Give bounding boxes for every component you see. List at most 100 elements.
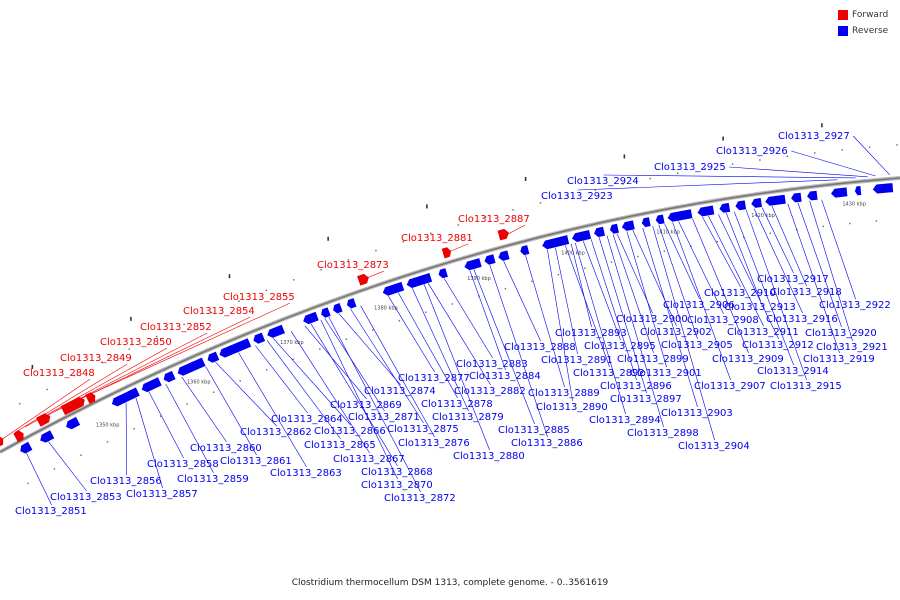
- tick-dot: [292, 358, 294, 360]
- leader-line: [612, 234, 654, 354]
- gene-label: Clo1313_2880: [453, 451, 525, 462]
- gene-label: Clo1313_2921: [816, 342, 888, 353]
- tick-dot: [106, 441, 109, 443]
- leader-line: [469, 270, 506, 371]
- tick-dot: [46, 388, 48, 391]
- leader-line: [692, 218, 749, 354]
- tick-dot: [512, 209, 514, 211]
- forward-gene-arrow: [357, 273, 369, 286]
- tick-dot: [73, 374, 76, 377]
- legend-reverse: Reverse: [838, 26, 888, 40]
- tick-dot: [663, 250, 666, 252]
- gene-label: Clo1313_2867: [333, 454, 405, 465]
- gene-label: Clo1313_2897: [610, 394, 682, 405]
- gene-label: Clo1313_2871: [348, 412, 420, 423]
- leader-line: [708, 215, 764, 327]
- gene-label: Clo1313_2886: [511, 438, 583, 449]
- leader-line: [205, 366, 257, 456]
- leader-line: [632, 229, 677, 327]
- reverse-gene-arrow: [406, 273, 433, 288]
- tick-dot: [375, 249, 377, 252]
- tick-dot: [731, 163, 734, 165]
- reverse-gene-arrow: [697, 205, 715, 217]
- gene-label: Clo1313_2892: [573, 368, 645, 379]
- leader-line: [642, 228, 698, 408]
- kbp-tick-label: 1370 kbp: [280, 340, 304, 346]
- leader-line: [603, 174, 856, 179]
- gene-label: Clo1313_2891: [541, 355, 613, 366]
- major-tick: [524, 177, 527, 182]
- leader-line: [678, 221, 724, 315]
- leader-line: [73, 302, 291, 403]
- tick-dot: [128, 348, 131, 350]
- reverse-gene-arrow: [333, 303, 343, 314]
- leader-line: [350, 308, 424, 424]
- tick-dot: [133, 428, 135, 430]
- gene-label: Clo1313_2924: [567, 176, 639, 187]
- kbp-tick-label: 1430 kbp: [842, 201, 866, 207]
- tick-dot: [567, 195, 569, 197]
- gene-label: Clo1313_2848: [23, 368, 95, 379]
- reverse-gene-arrow: [667, 209, 693, 222]
- gene-label: Clo1313_2864: [271, 414, 343, 425]
- tick-dot: [210, 311, 213, 314]
- leader-line: [388, 296, 435, 373]
- tick-dot: [649, 177, 651, 180]
- reverse-gene-arrow: [655, 214, 665, 225]
- leader-line: [570, 243, 592, 328]
- gene-label: Clo1313_2888: [504, 342, 576, 353]
- gene-label: Clo1313_2914: [757, 366, 829, 377]
- gene-label: Clo1313_2901: [630, 368, 702, 379]
- kbp-tick-label: 1380 kbp: [374, 305, 398, 311]
- leader-line: [48, 441, 87, 492]
- tick-dot: [786, 155, 789, 158]
- leader-line: [148, 391, 184, 459]
- gene-label: Clo1313_2868: [361, 467, 433, 478]
- reverse-gene-arrow: [219, 338, 252, 358]
- gene-label: Clo1313_2926: [716, 146, 788, 157]
- gene-label: Clo1313_2889: [528, 388, 600, 399]
- gene-label: Clo1313_2865: [304, 440, 376, 451]
- gene-label: Clo1313_2894: [589, 415, 661, 426]
- gene-label: Clo1313_2915: [770, 381, 842, 392]
- major-tick: [130, 316, 132, 321]
- leader-line: [125, 402, 127, 476]
- genome-backbone: [0, 176, 900, 454]
- tick-dot: [101, 361, 103, 363]
- tick-dot: [716, 240, 719, 243]
- leader-line: [360, 305, 435, 438]
- forward-gene-arrow: [441, 247, 452, 259]
- tick-dot: [504, 287, 507, 290]
- gene-label: Clo1313_2863: [270, 468, 342, 479]
- tick-dot: [822, 225, 825, 228]
- gene-label: Clo1313_2884: [469, 371, 541, 382]
- gene-label: Clo1313_2912: [742, 340, 814, 351]
- leader-line: [606, 235, 664, 428]
- forward-gene-arrow: [13, 430, 24, 443]
- tick-dot: [539, 202, 542, 204]
- tick-dot: [769, 232, 772, 235]
- leader-line: [165, 383, 214, 474]
- leader-line: [565, 245, 610, 368]
- tick-dot: [320, 268, 322, 271]
- tick-dot: [704, 167, 706, 170]
- gene-label: Clo1313_2917: [757, 274, 829, 285]
- leader-line: [290, 331, 370, 454]
- reverse-gene-arrow: [621, 220, 635, 231]
- tick-dot: [238, 300, 240, 302]
- gene-label: Clo1313_2900: [616, 314, 688, 325]
- reverse-gene-arrow: [303, 311, 319, 325]
- leader-line: [135, 397, 163, 489]
- gene-label: Clo1313_2879: [432, 412, 504, 423]
- gene-label: Clo1313_2874: [364, 386, 436, 397]
- tick-dot: [372, 329, 374, 331]
- major-tick: [228, 274, 231, 279]
- leader-line: [574, 242, 626, 415]
- reverse-gene-arrow: [141, 377, 162, 393]
- leader-line: [423, 284, 490, 451]
- gene-label: Clo1313_2849: [60, 353, 132, 364]
- gene-label: Clo1313_2870: [361, 480, 433, 491]
- gene-label: Clo1313_2920: [805, 328, 877, 339]
- gene-label: Clo1313_2913: [724, 302, 796, 313]
- backbone-line: [0, 177, 900, 453]
